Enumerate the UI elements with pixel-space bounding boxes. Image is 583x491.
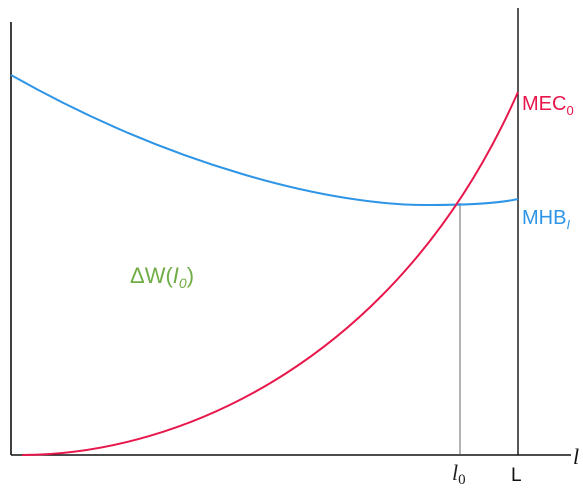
x-axis-end-label: l (573, 444, 579, 469)
mhb-curve (10, 74, 519, 207)
mhb-curve-label: MHBI (522, 207, 570, 232)
mec-curve-label: MEC0 (522, 93, 574, 118)
mec-curve (21, 91, 519, 456)
x-tick-L: L (511, 465, 522, 486)
x-tick-l0: l0 (452, 460, 466, 488)
welfare-change-label: ΔW(I0) (130, 263, 194, 291)
